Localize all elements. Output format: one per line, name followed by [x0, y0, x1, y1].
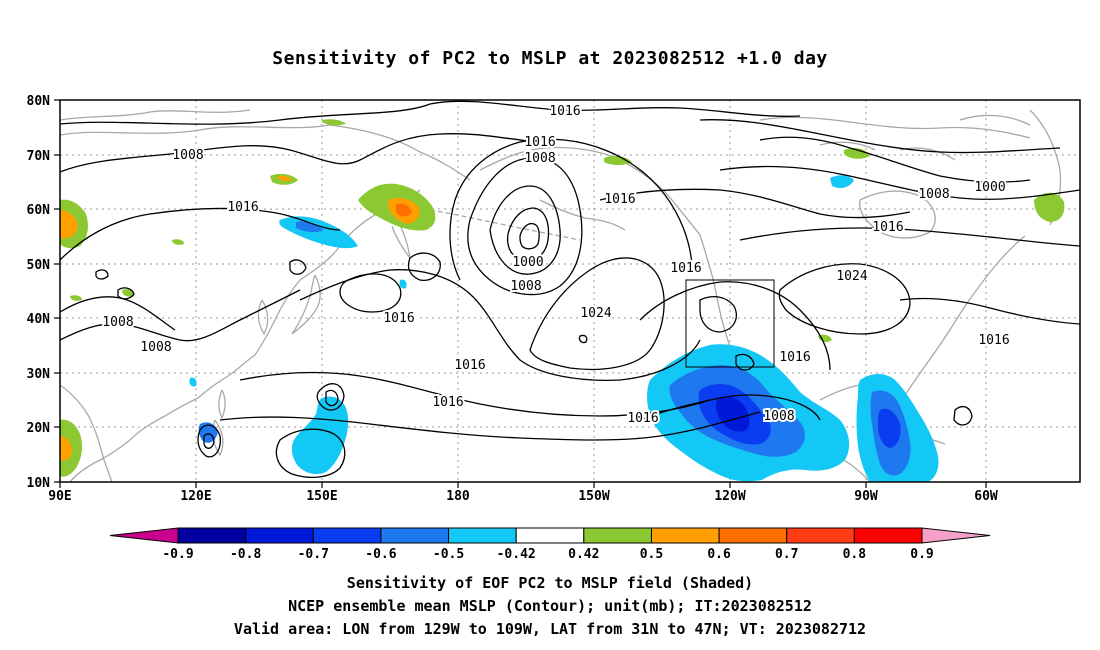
colorbar-tick-label: -0.9	[162, 547, 193, 562]
contour-label: 1024	[836, 269, 867, 284]
colorbar-swatch	[312, 527, 382, 544]
lon-label: 60W	[974, 489, 998, 504]
colorbar-max-arrow	[921, 527, 991, 544]
lat-label: 70N	[27, 149, 51, 164]
contour-label: 1016	[779, 350, 810, 365]
colorbar-swatch	[380, 527, 450, 544]
colorbar-swatch	[515, 527, 585, 544]
mslp-contours	[60, 100, 1080, 479]
contour-label: 1016	[627, 411, 658, 426]
contour-label: 1008	[510, 279, 541, 294]
contour-label: 1016	[549, 104, 580, 119]
colorbar-tick-label: 0.8	[843, 547, 867, 562]
lat-label: 20N	[27, 421, 51, 436]
colorbar-tick-label: -0.8	[230, 547, 261, 562]
plot-frame	[59, 99, 1081, 483]
contour-label: 1016	[383, 311, 414, 326]
lon-label: 90E	[48, 489, 71, 504]
lat-label: 50N	[27, 258, 51, 273]
axis-ticks	[54, 99, 987, 488]
colorbar-tick-label: 0.7	[775, 547, 798, 562]
map-title: Sensitivity of PC2 to MSLP at 2023082512…	[272, 48, 828, 69]
contour-label: 1000	[512, 255, 543, 270]
contour-label: 1016	[524, 135, 555, 150]
colorbar-tick-label: 0.6	[707, 547, 731, 562]
colorbar-swatch	[245, 527, 314, 544]
contour-label: 1008	[524, 151, 555, 166]
lat-label: 30N	[27, 367, 51, 382]
contour-label: 1016	[432, 395, 463, 410]
lon-label: 90W	[854, 489, 878, 504]
colorbar-tick-label: -0.5	[433, 547, 464, 562]
colorbar-swatch	[448, 527, 517, 544]
colorbar-swatch	[583, 527, 652, 544]
valid-area-box	[685, 279, 775, 368]
longitude-labels: 90E 120E 150E 180 150W 120W 90W 60W	[48, 489, 998, 504]
lon-label: 150W	[578, 489, 609, 504]
contour-labels: 1016 1016 1008 1008 1016 1000 1008 1016 …	[100, 102, 1011, 428]
colorbar-swatch	[853, 527, 923, 544]
colorbar-tick-label: -0.6	[365, 547, 396, 562]
caption-line-2: NCEP ensemble mean MSLP (Contour); unit(…	[288, 597, 812, 615]
contour-label: 1008	[172, 148, 203, 163]
contour-label: 1016	[978, 333, 1009, 348]
colorbar-tick-label: 0.9	[910, 547, 933, 562]
caption-line-3: Valid area: LON from 129W to 109W, LAT f…	[233, 620, 867, 638]
colorbar-swatch	[786, 527, 855, 544]
colorbar-min-arrow	[109, 527, 179, 544]
colorbar-swatch	[718, 527, 788, 544]
contour-label: 1016	[454, 358, 485, 373]
positive-sensitivity-shading	[60, 119, 1065, 477]
lat-label: 80N	[27, 94, 51, 109]
colorbar-labels: -0.9 -0.8 -0.7 -0.6 -0.5 -0.42 0.42 0.5 0.6 0.7 0.…	[162, 547, 933, 562]
lon-label: 180	[446, 489, 470, 504]
contour-label: 1008	[102, 315, 133, 330]
contour-label: 1008	[763, 409, 794, 424]
contour-label: 1016	[670, 261, 701, 276]
contour-label: 1016	[227, 200, 258, 215]
colorbar-tick-label: -0.42	[497, 547, 536, 562]
contour-label: 1008	[918, 187, 949, 202]
colorbar	[109, 527, 991, 544]
lat-label: 40N	[27, 312, 51, 327]
contour-label: 1000	[974, 180, 1005, 195]
lon-label: 150E	[306, 489, 337, 504]
colorbar-tick-label: 0.42	[568, 547, 599, 562]
colorbar-tick-label: -0.7	[298, 547, 329, 562]
contour-label: 1024	[580, 306, 611, 321]
lon-label: 120E	[180, 489, 211, 504]
latitude-labels: 80N 70N 60N 50N 40N 30N 20N 10N	[27, 94, 51, 491]
contour-label: 1016	[872, 220, 903, 235]
negative-sensitivity-shading	[60, 175, 939, 482]
lat-label: 60N	[27, 203, 51, 218]
caption-line-1: Sensitivity of EOF PC2 to MSLP field (Sh…	[346, 574, 754, 592]
colorbar-swatch	[177, 527, 247, 544]
colorbar-tick-label: 0.5	[640, 547, 663, 562]
lon-label: 120W	[714, 489, 745, 504]
lat-label: 10N	[27, 476, 51, 491]
colorbar-swatch	[650, 527, 720, 544]
contour-label: 1016	[604, 192, 635, 207]
contour-label: 1008	[140, 340, 171, 355]
